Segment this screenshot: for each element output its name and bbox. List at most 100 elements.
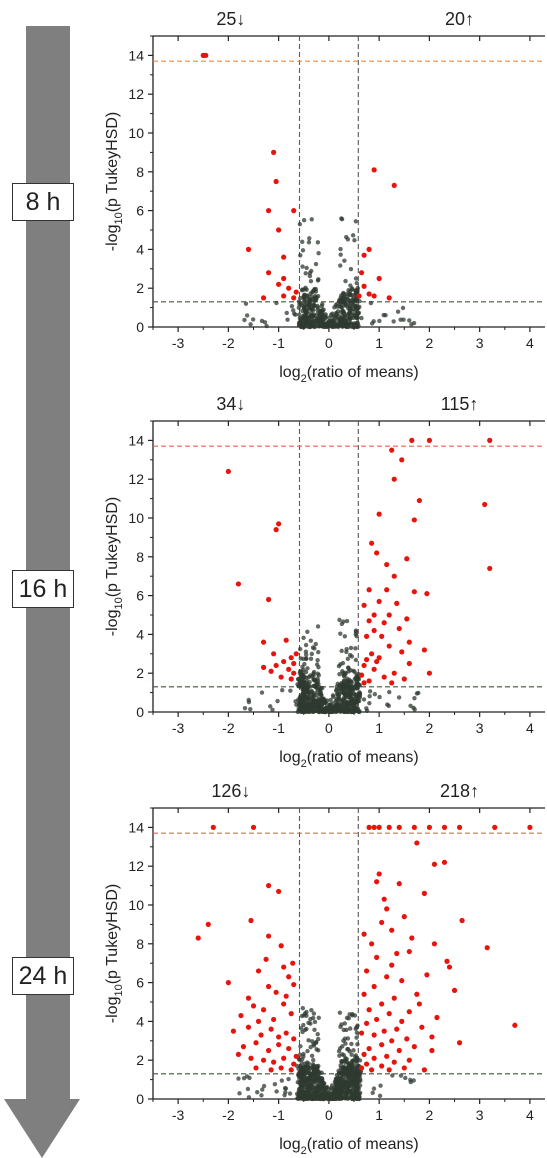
nonsignificant-point — [315, 307, 320, 313]
nonsignificant-point — [344, 646, 349, 652]
nonsignificant-point — [260, 1087, 265, 1092]
nonsignificant-point — [306, 240, 312, 245]
y-axis-label: -log10(p TukeyHSD) — [104, 497, 125, 636]
significant-point — [429, 1034, 435, 1040]
nonsignificant-point — [304, 322, 310, 328]
nonsignificant-point — [354, 672, 359, 677]
nonsignificant-point — [295, 1096, 300, 1101]
x-tick-label: 1 — [375, 335, 383, 351]
nonsignificant-point — [304, 1013, 309, 1018]
nonsignificant-point — [346, 292, 352, 297]
nonsignificant-point — [301, 1022, 306, 1028]
significant-point — [366, 618, 372, 624]
significant-point — [250, 824, 257, 830]
significant-point — [379, 919, 385, 926]
significant-points — [225, 437, 493, 686]
nonsignificant-point — [318, 691, 323, 696]
nonsignificant-point — [302, 1027, 308, 1033]
nonsignificant-point — [370, 1090, 375, 1096]
nonsignificant-point — [355, 1042, 360, 1047]
nonsignificant-point — [347, 299, 353, 304]
nonsignificant-point — [310, 1062, 316, 1067]
significant-point — [431, 941, 438, 947]
nonsignificant-point — [356, 694, 361, 699]
nonsignificant-point — [334, 696, 340, 701]
nonsignificant-point — [311, 322, 317, 328]
nonsignificant-point — [383, 313, 388, 318]
significant-point — [288, 1011, 294, 1017]
significant-point — [265, 596, 272, 603]
significant-point — [273, 989, 279, 995]
nonsignificant-point — [300, 684, 305, 689]
nonsignificant-point — [312, 1019, 318, 1025]
nonsignificant-point — [343, 319, 348, 324]
nonsignificant-point — [300, 691, 306, 697]
significant-point — [416, 1001, 422, 1007]
count-up-label: 20↑ — [445, 9, 474, 29]
nonsignificant-point — [275, 698, 280, 704]
x-axis-label-sub: 2 — [301, 373, 307, 385]
significant-point — [451, 987, 458, 993]
nonsignificant-point — [244, 313, 250, 318]
nonsignificant-point — [309, 651, 315, 657]
significant-point — [366, 1045, 372, 1052]
nonsignificant-point — [348, 266, 354, 272]
significant-point — [409, 437, 415, 443]
nonsignificant-point — [347, 321, 352, 326]
significant-point — [271, 651, 277, 657]
nonsignificant-point — [354, 324, 359, 329]
nonsignificant-point — [359, 315, 364, 321]
significant-point — [411, 589, 417, 595]
nonsignificant-point — [339, 216, 344, 221]
nonsignificant-point — [348, 645, 354, 651]
x-tick-label: -3 — [172, 1107, 185, 1123]
nonsignificant-point — [320, 1081, 325, 1086]
significant-point — [386, 1067, 392, 1073]
nonsignificant-point — [367, 700, 372, 706]
nonsignificant-point — [353, 288, 358, 294]
x-tick-label: -1 — [272, 1107, 285, 1123]
significant-point — [281, 964, 287, 970]
nonsignificant-point — [337, 702, 342, 708]
nonsignificant-point — [247, 1075, 252, 1081]
nonsignificant-point — [334, 691, 340, 697]
nonsignificant-point — [386, 703, 391, 708]
nonsignificant-point — [346, 665, 351, 671]
nonsignificant-point — [408, 703, 413, 709]
nonsignificant-point — [352, 692, 357, 697]
nonsignificant-point — [378, 1083, 383, 1088]
nonsignificant-point — [312, 646, 317, 651]
significant-point — [379, 633, 385, 639]
nonsignificant-point — [337, 1010, 343, 1015]
significant-point — [399, 457, 405, 463]
significant-point — [424, 972, 430, 978]
nonsignificant-point — [242, 705, 248, 711]
timeline-arrow-head — [4, 1099, 80, 1158]
significant-point — [286, 974, 292, 980]
significant-point — [411, 1044, 417, 1050]
nonsignificant-point — [341, 1053, 347, 1058]
significant-point — [512, 1022, 518, 1028]
nonsignificant-point — [369, 321, 375, 326]
significant-point — [291, 670, 297, 676]
significant-point — [286, 1045, 292, 1052]
nonsignificant-point — [349, 324, 355, 329]
significant-point — [374, 954, 380, 960]
significant-point — [426, 670, 433, 676]
nonsignificant-point — [314, 1066, 319, 1072]
x-tick-label: -2 — [222, 1107, 235, 1123]
nonsignificant-point — [352, 238, 357, 243]
significant-point — [276, 521, 282, 527]
nonsignificant-point — [344, 1015, 350, 1021]
significant-point — [363, 1061, 370, 1067]
significant-point — [291, 660, 297, 667]
nonsignificant-point — [282, 1092, 287, 1098]
nonsignificant-point — [299, 316, 304, 322]
nonsignificant-point — [351, 668, 356, 674]
nonsignificant-point — [341, 670, 346, 676]
significant-point — [414, 840, 420, 846]
y-axis-label-sub: 10 — [113, 212, 125, 224]
nonsignificant-point — [328, 697, 333, 703]
significant-point — [265, 208, 272, 214]
nonsignificant-point — [338, 246, 343, 252]
